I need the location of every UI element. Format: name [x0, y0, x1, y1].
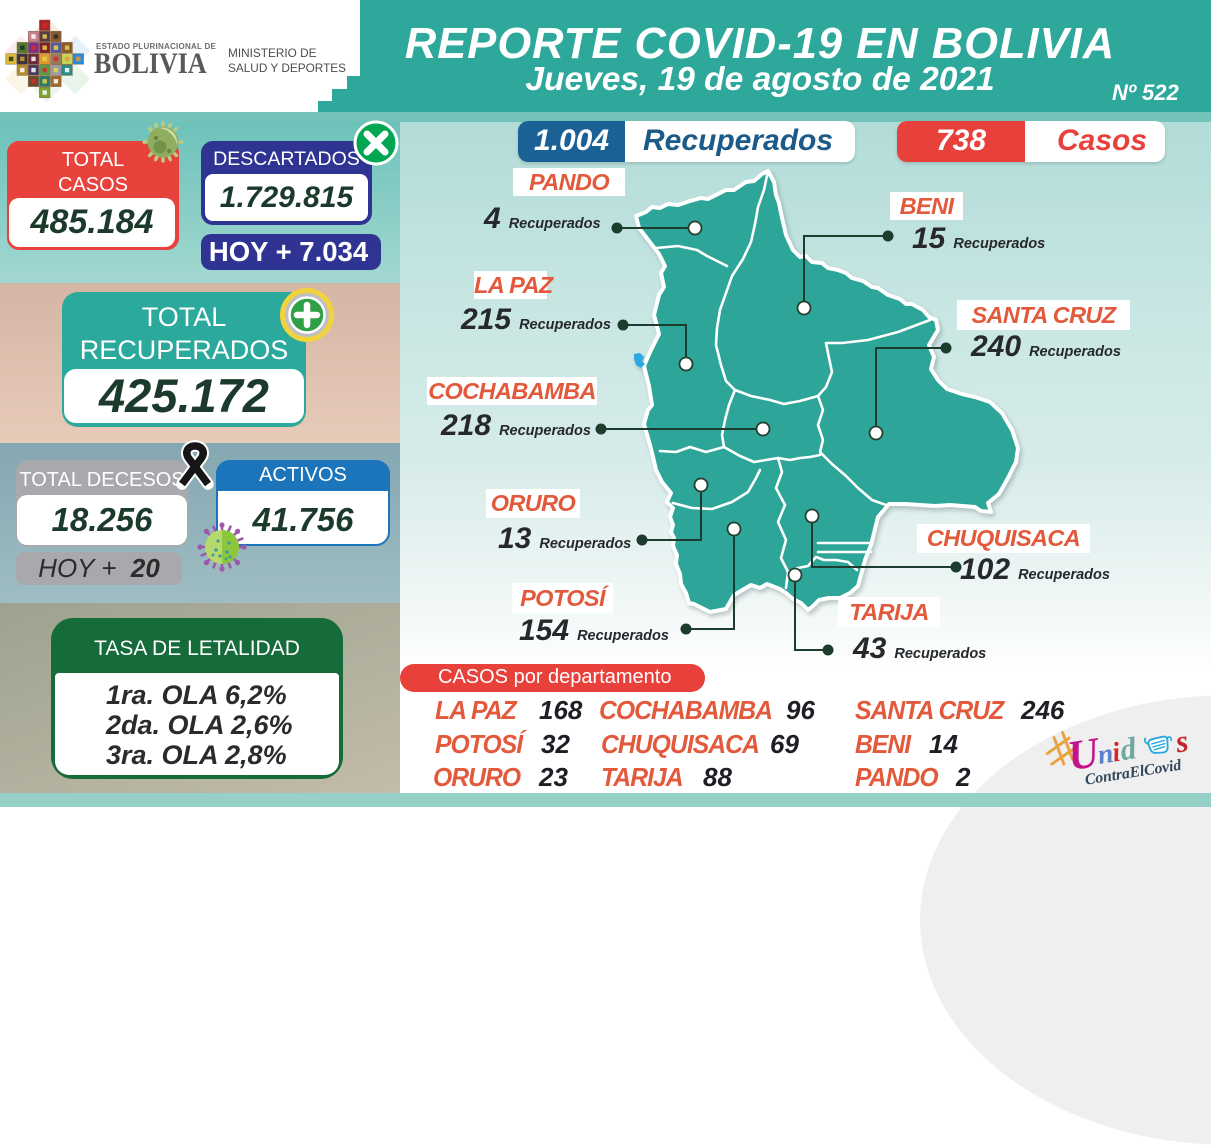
svg-text:n: n [1095, 737, 1115, 770]
svg-text:s: s [1172, 723, 1190, 760]
svg-text:d: d [1118, 730, 1140, 767]
